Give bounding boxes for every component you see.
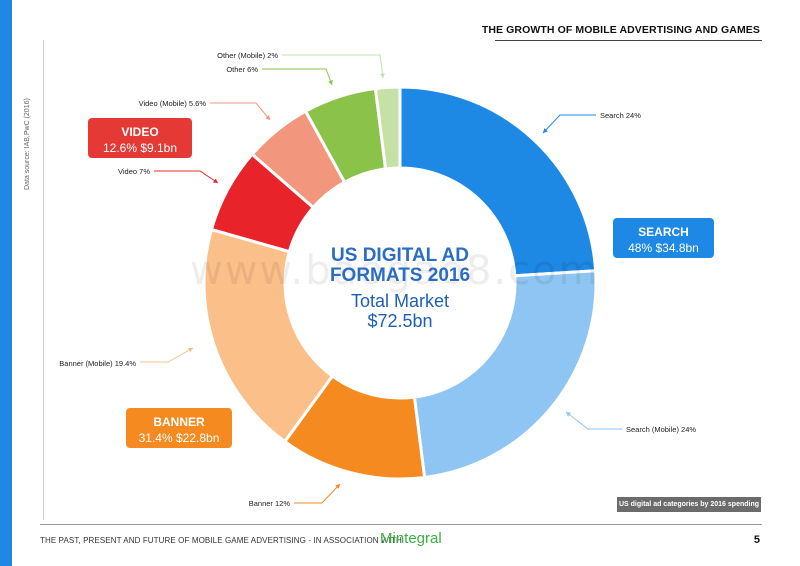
donut-slice-7 (373, 85, 402, 171)
footer-text: THE PAST, PRESENT AND FUTURE OF MOBILE G… (40, 536, 402, 545)
search-category-name: SEARCH (638, 225, 689, 239)
center-title-line1: US DIGITAL AD (331, 245, 469, 266)
slice-label-7: Other (Mobile) 2% (217, 51, 278, 60)
slice-label-3: Banner (Mobile) 19.4% (59, 359, 136, 368)
leader-arrow-0 (543, 128, 548, 133)
page-header-title: THE GROWTH OF MOBILE ADVERTISING AND GAM… (481, 24, 760, 36)
slice-label-6: Other 6% (226, 65, 258, 74)
leader-arrow-1 (566, 412, 571, 417)
leader-arrow-3 (188, 348, 193, 353)
slice-labels: Search 24% Search (Mobile) 24% Banner 12% B… (59, 51, 696, 508)
banner-category-name: BANNER (153, 415, 205, 429)
watermark: www.baogao8.com (190, 248, 600, 294)
leader-line-0 (542, 114, 596, 134)
search-category-box: SEARCH 48% $34.8bn (613, 218, 714, 258)
donut-slice-0 (398, 85, 598, 278)
chart-caption-badge: US digital ad categories by 2016 spendin… (617, 497, 761, 512)
page-number: 5 (753, 534, 760, 546)
left-accent-strip (0, 0, 12, 566)
leader-arrow-7 (380, 73, 385, 78)
leader-lines (140, 54, 622, 504)
leader-arrow-2 (335, 484, 340, 489)
center-sub-line2: $72.5bn (367, 311, 433, 331)
chart-center-title: US DIGITAL AD FORMATS 2016 (300, 246, 500, 286)
slice-label-1: Search (Mobile) 24% (626, 425, 696, 434)
slice-label-2: Banner 12% (249, 499, 291, 508)
header-rule (495, 40, 762, 41)
leader-line-3 (140, 347, 194, 363)
leader-line-1 (565, 411, 622, 430)
center-title-line2: FORMATS 2016 (329, 265, 471, 286)
leader-line-7 (282, 54, 384, 79)
banner-category-box: BANNER 31.4% $22.8bn (126, 408, 232, 448)
donut-slices (202, 85, 598, 481)
chart-center-total: Total Market $72.5bn (300, 291, 500, 331)
search-category-value: 48% $34.8bn (628, 241, 699, 255)
center-sub-line1: Total Market (350, 291, 450, 311)
donut-slice-3 (202, 227, 335, 444)
leader-line-5 (210, 102, 271, 121)
leader-line-2 (294, 483, 341, 504)
leader-line-6 (262, 68, 333, 86)
video-category-value: 12.6% $9.1bn (102, 141, 178, 155)
slice-label-5: Video (Mobile) 5.6% (139, 99, 207, 108)
donut-slice-1 (412, 269, 598, 480)
video-category-name: VIDEO (121, 125, 159, 139)
footer-rule (40, 524, 762, 525)
leader-arrow-4 (213, 178, 218, 183)
leader-arrow-5 (265, 115, 270, 120)
slice-label-0: Search 24% (600, 111, 641, 120)
leader-arrow-6 (328, 80, 333, 85)
left-divider (43, 40, 44, 520)
leader-line-4 (154, 170, 219, 184)
slice-label-4: Video 7% (118, 167, 150, 176)
banner-category-value: 31.4% $22.8bn (138, 431, 220, 445)
video-category-box: VIDEO 12.6% $9.1bn (88, 118, 192, 158)
mintegral-logo: Mintegral (380, 530, 442, 547)
